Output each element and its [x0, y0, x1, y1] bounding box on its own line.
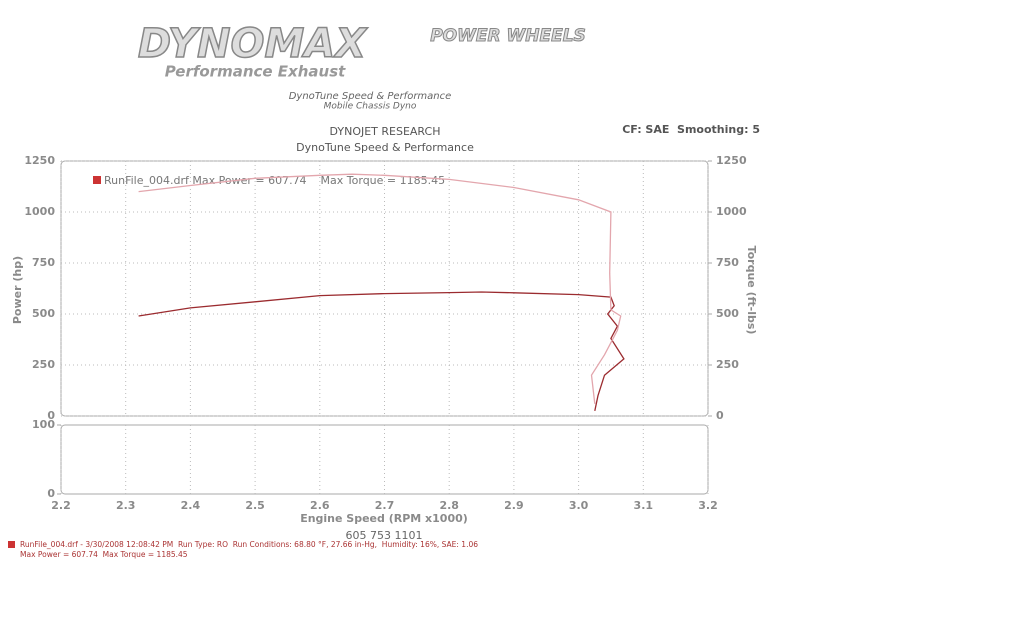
- line-series: [138, 173, 622, 404]
- footer-swatch: [8, 541, 15, 548]
- footer-text: Max Power = 607.74 Max Torque = 1185.45: [20, 550, 188, 559]
- chart-subtitle: DynoTune Speed & Performance: [296, 141, 474, 154]
- lower-frame: [60, 424, 709, 495]
- legend-text: RunFile_004.drf Max Power = 607.74 Max T…: [104, 174, 445, 187]
- y2-tick-label: 1000: [716, 205, 747, 218]
- y2-tick-label: 0: [716, 409, 724, 422]
- logo: DYNOMAX: [138, 21, 368, 67]
- x-tick-label: 2.8: [439, 499, 459, 512]
- y-tick-label: 0: [47, 487, 55, 500]
- x-tick-label: 3.2: [698, 499, 718, 512]
- y2-tick-label: 250: [716, 358, 739, 371]
- x-axis-title: Engine Speed (RPM x1000): [300, 512, 468, 525]
- shop-line: Mobile Chassis Dyno: [324, 102, 417, 112]
- y-tick-label: 750: [32, 256, 55, 269]
- legend-swatch: [93, 176, 101, 184]
- y-tick-label: 1250: [24, 154, 55, 167]
- partner-logo: POWER WHEELS: [430, 26, 586, 46]
- y-tick-label: 100: [32, 418, 55, 431]
- line-series: [138, 291, 625, 412]
- x-tick-label: 3.1: [634, 499, 654, 512]
- annotation: CF: SAE Smoothing: 5: [622, 123, 760, 136]
- x-tick-label: 2.6: [310, 499, 330, 512]
- footer-text: RunFile_004.drf - 3/30/2008 12:08:42 PM …: [20, 540, 478, 549]
- y2-tick-label: 1250: [716, 154, 747, 167]
- y-tick-label: 500: [32, 307, 55, 320]
- chart-title: DYNOJET RESEARCH: [330, 125, 441, 138]
- x-tick-label: 3.0: [569, 499, 589, 512]
- y2-tick-label: 750: [716, 256, 739, 269]
- x-tick-label: 2.9: [504, 499, 524, 512]
- x-tick-label: 2.7: [375, 499, 395, 512]
- shop-line: DynoTune Speed & Performance: [289, 91, 452, 102]
- y2-axis-title: Torque (ft-lbs): [745, 246, 758, 335]
- y-tick-label: 1000: [24, 205, 55, 218]
- x-tick-label: 2.3: [116, 499, 136, 512]
- y-tick-label: 0: [47, 409, 55, 422]
- logo-tagline: Performance Exhaust: [165, 63, 346, 81]
- x-tick-label: 2.4: [181, 499, 201, 512]
- y-tick-label: 250: [32, 358, 55, 371]
- phone: 605 753 1101: [346, 529, 423, 542]
- y2-tick-label: 500: [716, 307, 739, 320]
- y-axis-title: Power (hp): [11, 256, 24, 324]
- x-tick-label: 2.2: [51, 499, 71, 512]
- x-tick-label: 2.5: [245, 499, 265, 512]
